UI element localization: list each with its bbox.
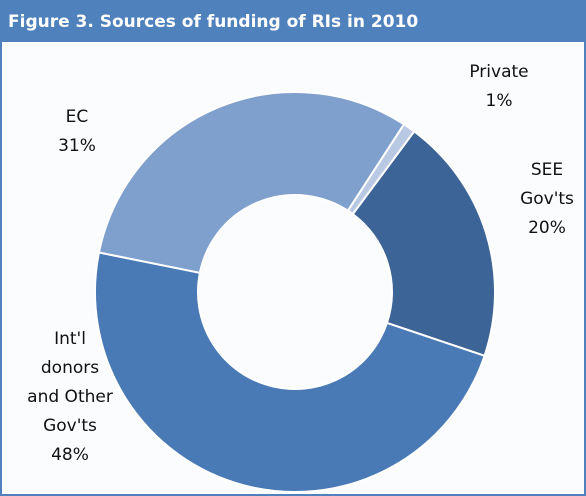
value-label: 48% [51,445,89,465]
slice-label: Private 1% [469,58,528,116]
slice-label: EC 31% [58,103,96,161]
chart-title: Figure 3. Sources of funding of RIs in 2… [2,2,584,42]
value-label: 20% [528,218,566,238]
category-label: Int'l donors and Other Gov'ts [27,329,113,436]
category-label: SEE Gov'ts [520,160,574,209]
slice-label: SEE Gov'ts 20% [520,156,574,243]
category-label: Private [469,62,529,82]
value-label: 31% [58,136,96,156]
slice-label: Int'l donors and Other Gov'ts 48% [27,325,113,470]
category-label: EC [65,107,89,127]
donut-slice [94,251,486,493]
value-label: 1% [485,91,513,111]
donut-slice [97,91,406,275]
donut-slice [351,130,496,358]
